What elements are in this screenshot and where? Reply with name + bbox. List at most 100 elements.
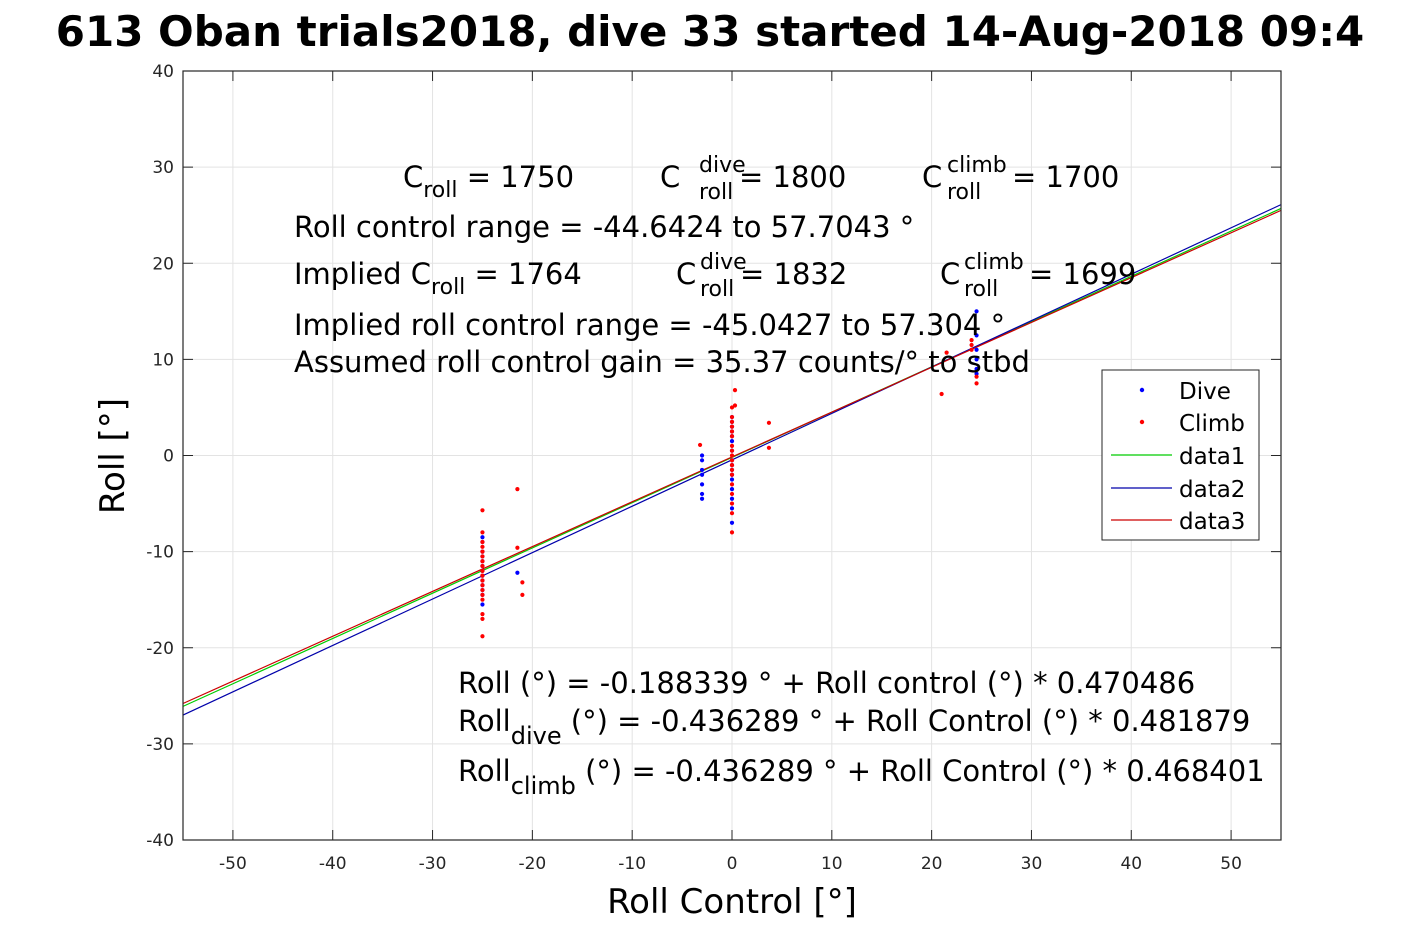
- x-tick-label: 0: [727, 854, 738, 874]
- data-point-climb: [729, 443, 735, 448]
- annotation-implied-range: Implied roll control range = -45.0427 to…: [294, 308, 1005, 342]
- data-point-dive: [729, 477, 735, 482]
- y-axis-label: Roll [°]: [93, 398, 133, 514]
- data-point-climb: [480, 544, 485, 549]
- legend: Dive Climb data1 data2 data3: [1101, 369, 1260, 541]
- annotation-implied-dive-val: = 1832: [740, 257, 847, 291]
- data-point-dive: [480, 602, 485, 607]
- data-point-climb: [969, 347, 974, 352]
- data-point-climb: [729, 429, 735, 434]
- x-tick-label: -50: [219, 854, 247, 874]
- annotation-fit-dive: Rolldive (°) = -0.436289 ° + Roll Contro…: [458, 704, 1250, 750]
- data-point-dive: [699, 467, 705, 473]
- x-tick-label: -30: [419, 854, 447, 874]
- y-tick-label: 10: [152, 350, 174, 370]
- data-point-dive: [699, 482, 705, 487]
- x-tick-label: -20: [518, 854, 546, 874]
- annotation-implied-climb-val: = 1699: [1029, 257, 1136, 291]
- data-point-climb: [729, 463, 735, 468]
- data-point-climb: [974, 381, 979, 386]
- annotation-cdive: C: [660, 160, 680, 194]
- y-tick-label: -30: [146, 735, 174, 755]
- data-point-climb: [729, 453, 735, 458]
- data-point-climb: [729, 419, 735, 424]
- data-point-dive: [699, 496, 705, 501]
- annotation-cclimb: C: [922, 160, 942, 194]
- annotation-cclimb-sub: roll: [947, 180, 981, 205]
- data-point-climb: [520, 592, 525, 597]
- annotation-fit-all: Roll (°) = -0.188339 ° + Roll control (°…: [458, 666, 1195, 700]
- x-tick-label: -10: [618, 854, 646, 874]
- data-point-climb: [480, 568, 485, 573]
- legend-marker-climb: [1139, 419, 1145, 425]
- x-tick-label: 10: [821, 854, 843, 874]
- data-point-climb: [729, 467, 735, 473]
- data-point-climb: [766, 420, 772, 425]
- y-tick-label: -10: [146, 543, 174, 563]
- data-point-dive: [699, 458, 705, 463]
- data-point-climb: [480, 530, 485, 535]
- data-point-climb: [480, 554, 485, 559]
- data-point-climb: [515, 545, 520, 550]
- y-tick-label: 40: [152, 62, 174, 82]
- chart-title: 613 Oban trials2018, dive 33 started 14-…: [56, 7, 1364, 56]
- data-point-dive: [729, 496, 735, 501]
- legend-label-dive: Dive: [1179, 379, 1231, 405]
- x-tick-label: 40: [1120, 854, 1142, 874]
- annotation-cdive-val: = 1800: [739, 160, 846, 194]
- data-point-climb: [480, 587, 485, 593]
- data-point-climb: [729, 491, 735, 497]
- data-point-climb: [732, 388, 738, 393]
- annotation-implied-dive-sup: dive: [700, 250, 747, 275]
- data-point-climb: [729, 424, 735, 429]
- data-point-climb: [480, 539, 485, 545]
- data-point-climb: [729, 482, 735, 487]
- data-point-climb: [729, 511, 735, 516]
- annotation-implied-dive: C: [676, 257, 696, 291]
- annotation-cdive-sub: roll: [699, 180, 733, 205]
- x-tick-label: 50: [1220, 854, 1242, 874]
- y-tick-label: 0: [163, 447, 174, 467]
- x-axis-label: Roll Control [°]: [607, 882, 857, 922]
- data-point-climb: [515, 487, 520, 492]
- data-point-climb: [729, 530, 735, 535]
- data-point-climb: [480, 559, 485, 564]
- data-point-dive: [974, 347, 979, 352]
- data-point-dive: [729, 506, 735, 511]
- annotation-implied-climb: C: [940, 257, 960, 291]
- data-point-dive: [729, 520, 735, 525]
- data-point-dive: [699, 491, 705, 497]
- annotation-fit-climb: Rollclimb (°) = -0.436289 ° + Roll Contr…: [458, 754, 1265, 800]
- data-point-climb: [480, 578, 485, 583]
- x-tick-label: 30: [1021, 854, 1043, 874]
- annotation-cclimb-val: = 1700: [1012, 160, 1119, 194]
- legend-label-data3: data3: [1179, 509, 1245, 535]
- legend-label-climb: Climb: [1179, 411, 1245, 437]
- data-point-climb: [697, 442, 703, 448]
- data-point-climb: [729, 448, 735, 453]
- data-point-climb: [520, 580, 525, 585]
- data-point-climb: [480, 597, 485, 602]
- axis-ticks: -50 -40 -30 -20 -10 0 10 20 30 40 50 40 30 20 10 0 -10 -2…: [146, 62, 1281, 874]
- data-point-dive: [699, 453, 705, 458]
- y-tick-label: 30: [152, 158, 174, 178]
- data-point-dive: [974, 309, 979, 314]
- data-point-dive: [974, 366, 979, 372]
- data-point-climb: [480, 549, 485, 554]
- data-point-dive: [974, 333, 979, 338]
- data-point-climb: [480, 612, 485, 617]
- data-point-climb: [974, 374, 979, 379]
- data-point-climb: [732, 403, 738, 408]
- data-point-climb: [944, 350, 949, 355]
- annotation-cclimb-sup: climb: [947, 153, 1007, 178]
- data-point-climb: [480, 634, 485, 639]
- data-point-dive: [699, 472, 705, 477]
- data-point-climb: [480, 583, 485, 588]
- y-tick-label: 20: [152, 254, 174, 274]
- data-point-dive: [480, 535, 485, 540]
- y-tick-label: -20: [146, 639, 174, 659]
- data-point-climb: [729, 414, 735, 420]
- x-tick-label: -40: [319, 854, 347, 874]
- legend-marker-dive: [1139, 387, 1145, 393]
